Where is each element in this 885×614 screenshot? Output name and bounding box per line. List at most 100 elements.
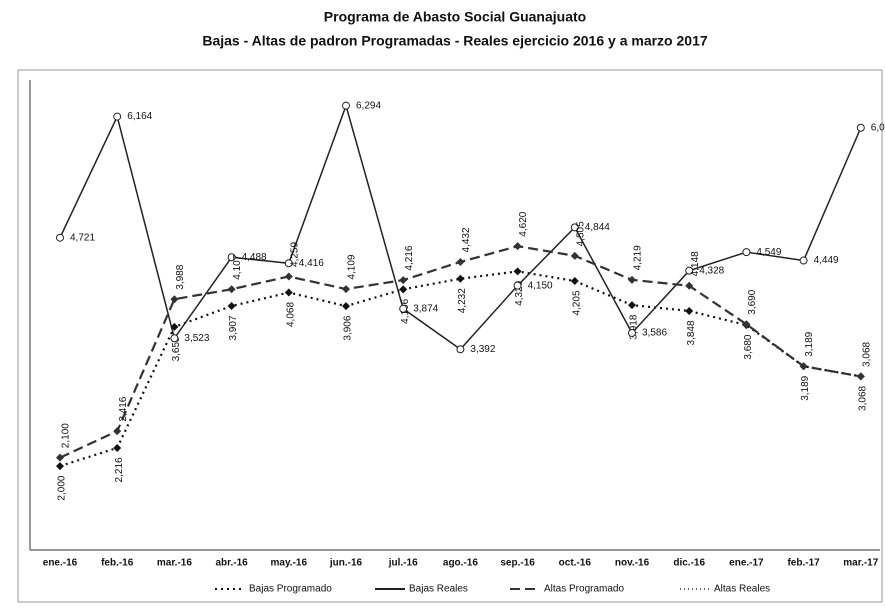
- data-label: 4,549: [756, 247, 781, 258]
- data-label: 3,392: [470, 344, 495, 355]
- data-label: 4,320: [514, 280, 525, 305]
- point: [170, 334, 179, 343]
- data-label: 4,505: [575, 221, 586, 246]
- x-tick-label: jun.-16: [329, 558, 363, 569]
- data-label: 4,620: [518, 211, 529, 236]
- data-label: 3,988: [175, 264, 186, 289]
- data-label: 4,107: [232, 254, 243, 279]
- legend-label: Altas Programado: [544, 584, 624, 595]
- point: [170, 295, 179, 304]
- x-tick-label: jul.-16: [388, 558, 418, 569]
- point: [227, 253, 236, 262]
- chart-title: Programa de Abasto Social Guanajuato: [324, 9, 586, 25]
- x-tick-label: ene.-17: [729, 558, 764, 569]
- point: [284, 288, 293, 297]
- x-tick-label: dic.-16: [673, 558, 705, 569]
- point: [856, 372, 865, 381]
- data-label: 3,523: [184, 333, 209, 344]
- data-label: 4,068: [285, 302, 296, 327]
- x-tick-label: mar.-16: [157, 558, 192, 569]
- point: [570, 223, 579, 232]
- x-tick-label: feb.-16: [101, 558, 134, 569]
- point: [570, 277, 579, 286]
- point: [856, 123, 865, 132]
- x-tick-label: nov.-16: [615, 558, 650, 569]
- x-tick-label: mar.-17: [843, 558, 878, 569]
- x-tick-label: sep.-16: [500, 558, 535, 569]
- point: [685, 281, 694, 290]
- data-label: 4,488: [242, 252, 267, 263]
- point: [56, 233, 64, 242]
- data-label: 2,100: [61, 423, 72, 448]
- data-label: 2,416: [118, 396, 129, 421]
- data-label: 4,109: [347, 254, 358, 279]
- data-label: 3,068: [861, 341, 872, 366]
- point: [399, 304, 408, 313]
- legend-label: Bajas Reales: [409, 584, 468, 595]
- point: [342, 302, 350, 311]
- x-tick-label: may.-16: [271, 558, 308, 569]
- data-label: 6,294: [356, 100, 381, 111]
- point: [513, 242, 522, 251]
- point: [513, 281, 522, 290]
- point: [113, 112, 122, 121]
- point: [570, 251, 579, 260]
- point: [799, 256, 808, 265]
- data-label: 3,690: [747, 289, 758, 314]
- point: [399, 285, 408, 294]
- x-tick-label: feb.-17: [787, 558, 820, 569]
- point: [342, 101, 350, 110]
- point: [227, 302, 236, 311]
- data-label: 3,189: [804, 331, 815, 356]
- point: [742, 320, 751, 329]
- data-label: 6,164: [127, 111, 152, 122]
- point: [284, 272, 293, 281]
- data-label: 3,658: [171, 336, 182, 361]
- point: [456, 257, 465, 266]
- point: [456, 345, 465, 354]
- data-label: 4,232: [457, 288, 468, 313]
- data-label: 3,680: [743, 334, 754, 359]
- data-label: 3,068: [857, 385, 868, 410]
- legend-label: Bajas Programado: [249, 584, 332, 595]
- point: [628, 301, 636, 310]
- point: [113, 427, 122, 436]
- point: [456, 274, 465, 283]
- data-label: 3,907: [228, 315, 239, 340]
- point: [513, 267, 522, 276]
- point: [56, 462, 64, 471]
- data-label: 4,259: [289, 242, 300, 267]
- data-label: 4,205: [571, 290, 582, 315]
- data-label: 4,148: [690, 251, 701, 276]
- chart-subtitle: Bajas - Altas de padron Programadas - Re…: [202, 33, 707, 49]
- data-label: 4,150: [528, 280, 553, 291]
- data-label: 4,844: [585, 222, 610, 233]
- data-label: 3,189: [800, 375, 811, 400]
- point: [284, 259, 293, 268]
- data-label: 3,848: [686, 320, 697, 345]
- data-label: 2,216: [114, 457, 125, 482]
- data-label: 4,416: [299, 258, 324, 269]
- data-label: 3,874: [413, 303, 438, 314]
- point: [685, 306, 694, 315]
- data-label: 4,449: [814, 255, 839, 266]
- point: [628, 328, 636, 337]
- data-label: 2,000: [57, 475, 68, 500]
- point: [799, 362, 808, 371]
- x-tick-label: ago.-16: [443, 558, 478, 569]
- point: [113, 443, 122, 452]
- data-label: 6,031: [871, 122, 885, 133]
- point: [685, 266, 694, 275]
- x-tick-label: ene.-16: [43, 558, 78, 569]
- x-tick-label: abr.-16: [215, 558, 248, 569]
- point: [399, 276, 408, 285]
- point: [628, 275, 636, 284]
- data-label: 4,216: [404, 245, 415, 270]
- data-label: 3,906: [343, 315, 354, 340]
- plot-frame: [17, 69, 883, 603]
- data-label: 4,432: [461, 227, 472, 252]
- x-tick-label: oct.-16: [559, 558, 592, 569]
- data-label: 4,219: [633, 245, 644, 270]
- data-label: 4,721: [70, 232, 95, 243]
